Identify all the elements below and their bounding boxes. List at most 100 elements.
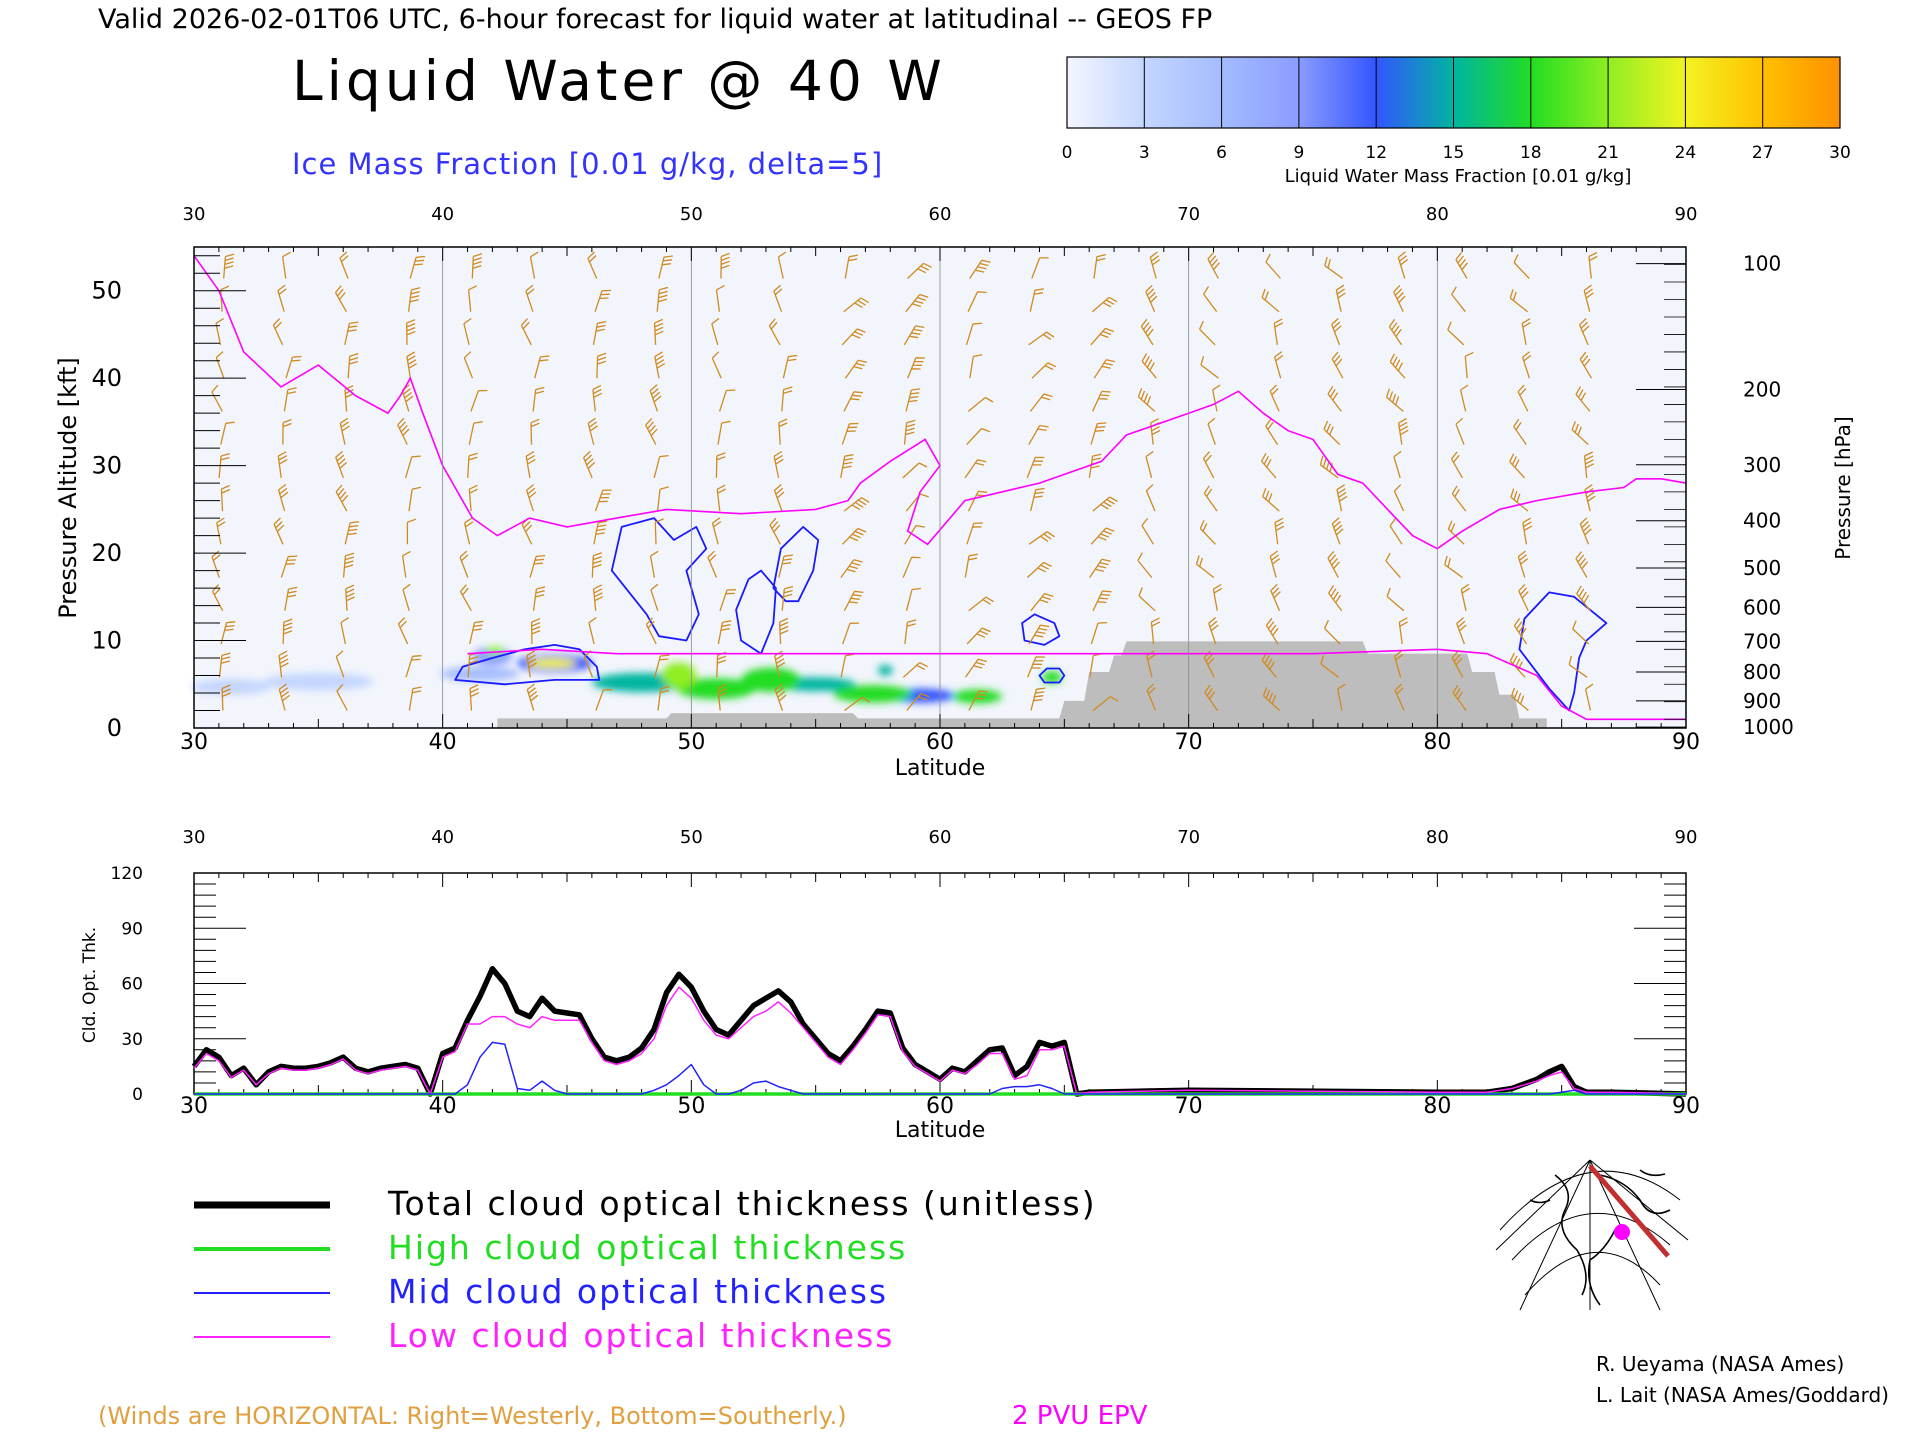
wind-barb (1579, 318, 1590, 346)
top-latitude-tick-label-upper: 70 (1177, 204, 1200, 225)
top-latitude-axis-label: Latitude (895, 756, 986, 781)
wind-barb (1137, 552, 1153, 579)
wind-barb (223, 253, 235, 279)
subtitle: Ice Mass Fraction [0.01 g/kg, delta=5] (292, 147, 883, 181)
wind-barb (902, 662, 928, 678)
wind-barb (1451, 650, 1464, 678)
colorbar-tick-label: 9 (1293, 143, 1304, 163)
wind-barb (840, 559, 863, 578)
wind-barb (1521, 318, 1531, 346)
epv-label: 2 PVU EPV (1012, 1401, 1148, 1431)
wind-barb (469, 620, 484, 645)
wind-barb (1029, 393, 1053, 412)
wind-barb (467, 285, 477, 312)
wind-barb (1028, 624, 1050, 645)
liquid-water-core (696, 683, 737, 694)
wind-barb (1386, 587, 1405, 612)
wind-barb (653, 454, 669, 479)
terrain (497, 641, 1547, 728)
optical-thickness-tick-label: 30 (121, 1030, 143, 1050)
wind-barb (778, 554, 793, 578)
wind-barb (344, 521, 360, 545)
wind-barb (1327, 385, 1342, 412)
wind-barb (1393, 650, 1404, 678)
top-latitude-tick-label-upper: 60 (929, 204, 952, 225)
bottom-latitude-tick-label: 70 (1175, 1094, 1203, 1119)
wind-barb (215, 318, 224, 346)
wind-barb (907, 357, 925, 379)
wind-barb (1145, 284, 1158, 312)
bottom-latitude-tick-label: 60 (926, 1094, 954, 1119)
top-latitude-tick-label-upper: 80 (1426, 204, 1449, 225)
colorbar-cell (1067, 57, 1145, 128)
wind-barb (532, 386, 545, 412)
cross-section-frame (193, 246, 1687, 729)
colorbar-tick-label: 24 (1675, 143, 1697, 163)
bottom-latitude-tick-label: 50 (677, 1094, 705, 1119)
wind-barb (406, 319, 416, 345)
wind-barb (1093, 359, 1116, 379)
locator-map (1492, 1159, 1689, 1311)
wind-barb (1199, 520, 1216, 545)
cross-section-track (1588, 1164, 1670, 1258)
wind-barb (1328, 585, 1343, 612)
wind-barb (520, 318, 532, 346)
wind-barb (594, 289, 612, 312)
wind-barb (645, 617, 657, 645)
colorbar-tick-label: 15 (1443, 143, 1465, 163)
liquid-water-blob (440, 666, 520, 681)
wind-barb (656, 286, 669, 312)
wind-barb (1141, 353, 1157, 379)
wind-barb (463, 517, 474, 545)
wind-barb (344, 321, 359, 346)
wind-barb (218, 452, 230, 478)
wind-barb (1265, 253, 1281, 279)
wind-barb (593, 520, 608, 545)
wind-barb (1521, 351, 1532, 379)
wind-barb (588, 617, 597, 645)
series-line-mid (194, 1041, 1686, 1095)
wind-barb (469, 684, 480, 711)
wind-barb (773, 484, 785, 512)
bottom-latitude-tick-label: 40 (429, 1094, 457, 1119)
wind-barb (587, 251, 598, 279)
wind-barb (1028, 331, 1055, 346)
legend-label: High cloud optical thickness (388, 1228, 907, 1267)
wind-barb (284, 586, 298, 611)
pressure-tick-label: 200 (1743, 378, 1781, 402)
wind-barb (1029, 487, 1045, 512)
wind-barb (1145, 450, 1154, 479)
wind-barb (335, 650, 345, 678)
wind-barb (1331, 351, 1344, 379)
liquid-water-core (1046, 674, 1057, 681)
wind-barb (1208, 616, 1219, 645)
wind-barb (1455, 417, 1465, 445)
wind-barb (526, 650, 537, 678)
top-latitude-tick-label: 70 (1175, 730, 1203, 755)
bottom-latitude-tick-label-upper: 70 (1177, 827, 1200, 848)
wind-barb (1337, 683, 1346, 711)
wind-barb (591, 552, 603, 578)
wind-barb (1398, 617, 1409, 645)
bottom-latitude-tick-label-upper: 50 (680, 827, 703, 848)
wind-barb (344, 385, 355, 412)
wind-barb (844, 696, 871, 712)
wind-barb (966, 627, 991, 645)
ice-contour (610, 517, 708, 642)
wind-barb (1202, 451, 1215, 479)
wind-barb (335, 484, 349, 512)
wind-barb (711, 517, 722, 545)
bottom-latitude-tick-label-upper: 30 (183, 827, 206, 848)
optical-thickness-tick-label: 60 (121, 975, 143, 995)
wind-barb (277, 483, 289, 512)
wind-barb (903, 325, 925, 346)
wind-barb (334, 285, 347, 313)
wind-barb (773, 284, 783, 312)
wind-barb (1274, 517, 1285, 545)
credit-line-1: R. Ueyama (NASA Ames) (1596, 1352, 1844, 1376)
wind-barb (843, 297, 869, 313)
legend: Total cloud optical thickness (unitless)… (194, 1184, 1095, 1355)
liquid-water-core (795, 680, 836, 688)
legend-label: Low cloud optical thickness (388, 1316, 894, 1355)
wind-barb (1385, 388, 1404, 412)
